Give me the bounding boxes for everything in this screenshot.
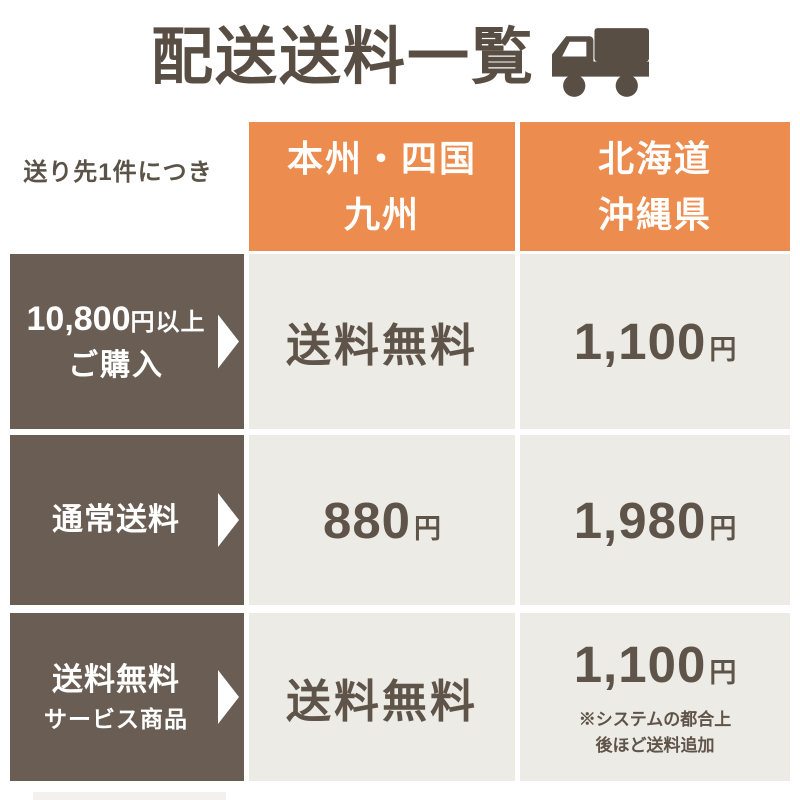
price: 1,980 円 [573,491,737,549]
row-label-free-shipping-service: 送料無料 サービス商品 [10,613,244,781]
yen-unit: 円 [709,513,737,544]
cropped-next-section [33,792,226,800]
row-label-line2: サービス商品 [44,705,188,732]
arrow-right-icon [218,670,239,724]
truck-wheel-left [563,74,586,97]
price: 880 円 [322,491,442,549]
row-label-line1: 10,800円以上 [26,300,206,339]
column-header-line1: 北海道 [597,137,712,179]
row-label-line1: 送料無料 [52,661,180,697]
fee-cell-honshu-service: 送料無料 [249,613,515,781]
fee-table: 送り先1件につき 本州・四国 九州 北海道 沖縄県 10,800円以上 ご購入 … [10,122,790,781]
arrow-right-icon [218,493,239,547]
arrow-right-icon [218,314,239,369]
table-row: 送料無料 サービス商品 送料無料 1,100 円 ※システムの都合上 後ほど送料… [10,613,790,781]
fee-cell-hokkaido-service: 1,100 円 ※システムの都合上 後ほど送料追加 [520,613,790,781]
per-destination-label: 送り先1件につき [10,122,244,251]
fee-cell-honshu-normal: 880 円 [249,435,515,605]
page-title: 配送送料一覧 [150,23,535,92]
fee-cell-hokkaido-normal: 1,980 円 [520,435,790,605]
price: 1,100 円 [573,313,737,370]
price: 1,100 円 [573,635,737,693]
row-label-over-10800-purchase: 10,800円以上 ご購入 [10,254,244,429]
fee-cell-hokkaido-over10800: 1,100 円 [520,254,790,429]
row-label-normal-shipping: 通常送料 [10,435,244,605]
table-row: 通常送料 880 円 1,980 円 [10,435,790,605]
column-header-line2: 九州 [343,193,420,235]
column-header-honshu-shikoku-kyushu: 本州・四国 九州 [249,122,515,251]
yen-unit: 円 [414,513,442,544]
page-header: 配送送料一覧 [0,8,800,108]
system-surcharge-note: ※システムの都合上 後ほど送料追加 [578,709,732,755]
fee-cell-honshu-over10800: 送料無料 [249,254,515,429]
yen-unit: 円 [709,335,737,365]
truck-wheel-right [615,74,638,97]
column-header-line2: 沖縄県 [597,193,712,235]
truck-window [562,41,587,56]
row-label-line2: ご購入 [68,349,164,383]
truck-cargo-box [594,27,649,61]
table-header-row: 送り先1件につき 本州・四国 九州 北海道 沖縄県 [10,122,790,251]
yen-unit: 円 [709,657,737,688]
column-header-line1: 本州・四国 [286,137,477,179]
table-row: 10,800円以上 ご購入 送料無料 1,100 円 [10,254,790,429]
row-label-line1: 通常送料 [52,501,180,537]
truck-icon [552,26,649,99]
column-header-hokkaido-okinawa: 北海道 沖縄県 [520,122,790,251]
